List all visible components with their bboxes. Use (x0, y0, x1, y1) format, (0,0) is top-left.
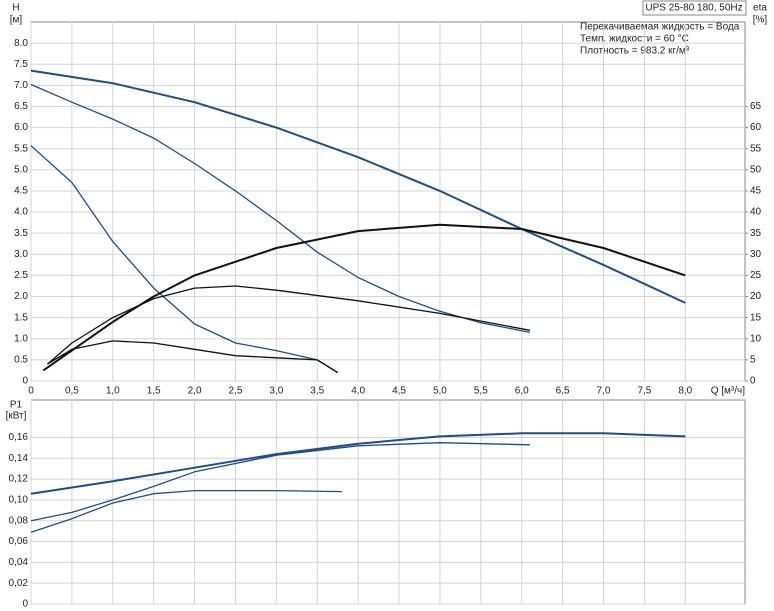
curve (30, 489, 342, 533)
annotation: Темп. жидкости = 60 °C (580, 34, 689, 45)
x-tick-label: 0,5 (65, 386, 79, 397)
y2-tick-label: 35 (750, 228, 762, 239)
x-tick-label: 4,5 (392, 386, 406, 397)
plot-frame (30, 399, 746, 605)
y-axis-unit: [кВт] (6, 411, 27, 422)
x-tick-label: 3,5 (310, 386, 324, 397)
x-axis-label: Q [м³/ч] (711, 386, 746, 397)
y-tick-label: 1.0 (14, 333, 28, 344)
x-tick-label: 1,0 (106, 386, 120, 397)
y2-tick-label: 40 (750, 207, 762, 218)
y-tick-label: 2.5 (14, 270, 28, 281)
y-axis-label: H (12, 3, 19, 14)
x-tick-label: 6,0 (515, 386, 529, 397)
annotation: Перекачиваемая жидкость = Вода (580, 22, 740, 33)
x-tick-label: 3,0 (269, 386, 283, 397)
y2-tick-label: 60 (750, 122, 762, 133)
x-tick-label: 8,0 (678, 386, 692, 397)
y-tick-label: 0,14 (9, 453, 29, 464)
y-tick-label: 8.0 (14, 38, 28, 49)
y-axis-unit: [м] (10, 15, 23, 26)
y-tick-label: 2.0 (14, 291, 28, 302)
curve (42, 223, 686, 372)
x-tick-label: 2,5 (229, 386, 243, 397)
chart-title: UPS 25-80 180, 50Hz (645, 3, 742, 14)
title-box (642, 0, 747, 16)
y-tick-label: 0,12 (9, 474, 29, 485)
curve (30, 145, 339, 374)
x-tick-label: 0 (28, 386, 34, 397)
y-tick-label: 4.0 (14, 207, 28, 218)
y2-tick-label: 20 (750, 291, 762, 302)
curve (30, 442, 530, 522)
y2-tick-label: 65 (750, 101, 762, 112)
curve (30, 69, 686, 304)
y-axis-label: P1 (10, 400, 23, 411)
y2-tick-label: 0 (750, 376, 756, 387)
y2-tick-label: 5 (750, 355, 756, 366)
y-tick-label: 3.0 (14, 249, 28, 260)
y2-tick-label: 10 (750, 333, 762, 344)
plot-frame (30, 21, 746, 382)
y-tick-label: 0,06 (9, 536, 29, 547)
y2-tick-label: 25 (750, 270, 762, 281)
y-tick-label: 0,10 (9, 495, 29, 506)
x-tick-label: 4,0 (351, 386, 365, 397)
curve (30, 83, 531, 334)
curve (47, 340, 339, 374)
curve (30, 432, 686, 495)
curve (46, 285, 531, 365)
y-tick-label: 4.5 (14, 186, 28, 197)
y-tick-label: 0.5 (14, 355, 28, 366)
y-tick-label: 0,08 (9, 515, 29, 526)
y2-axis-label: eta (753, 3, 767, 14)
x-tick-label: 1,5 (147, 386, 161, 397)
y2-tick-label: 45 (750, 186, 762, 197)
y-tick-label: 6.0 (14, 122, 28, 133)
x-tick-label: 2,0 (188, 386, 202, 397)
y-tick-label: 0 (22, 376, 28, 387)
x-tick-label: 5,5 (474, 386, 488, 397)
y2-tick-label: 55 (750, 143, 762, 154)
y2-axis-unit: [%] (753, 15, 768, 26)
x-tick-label: 5,0 (433, 386, 447, 397)
y-tick-label: 6.5 (14, 101, 28, 112)
x-tick-label: 7,5 (637, 386, 651, 397)
y-tick-label: 0,02 (9, 578, 29, 589)
y-tick-label: 7.5 (14, 59, 28, 70)
annotation: Плотность = 983.2 кг/м³ (580, 46, 690, 57)
y-tick-label: 0,04 (9, 557, 29, 568)
y-tick-label: 1.5 (14, 312, 28, 323)
x-tick-label: 7,0 (597, 386, 611, 397)
y2-tick-label: 15 (750, 312, 762, 323)
y2-tick-label: 30 (750, 249, 762, 260)
y-tick-label: 0,16 (9, 432, 29, 443)
y-tick-label: 5.0 (14, 164, 28, 175)
x-tick-label: 6,5 (556, 386, 570, 397)
y-tick-label: 7.0 (14, 80, 28, 91)
y-tick-label: 5.5 (14, 143, 28, 154)
y-tick-label: 3.5 (14, 228, 28, 239)
y-tick-label: 0 (22, 599, 28, 610)
y2-tick-label: 50 (750, 164, 762, 175)
